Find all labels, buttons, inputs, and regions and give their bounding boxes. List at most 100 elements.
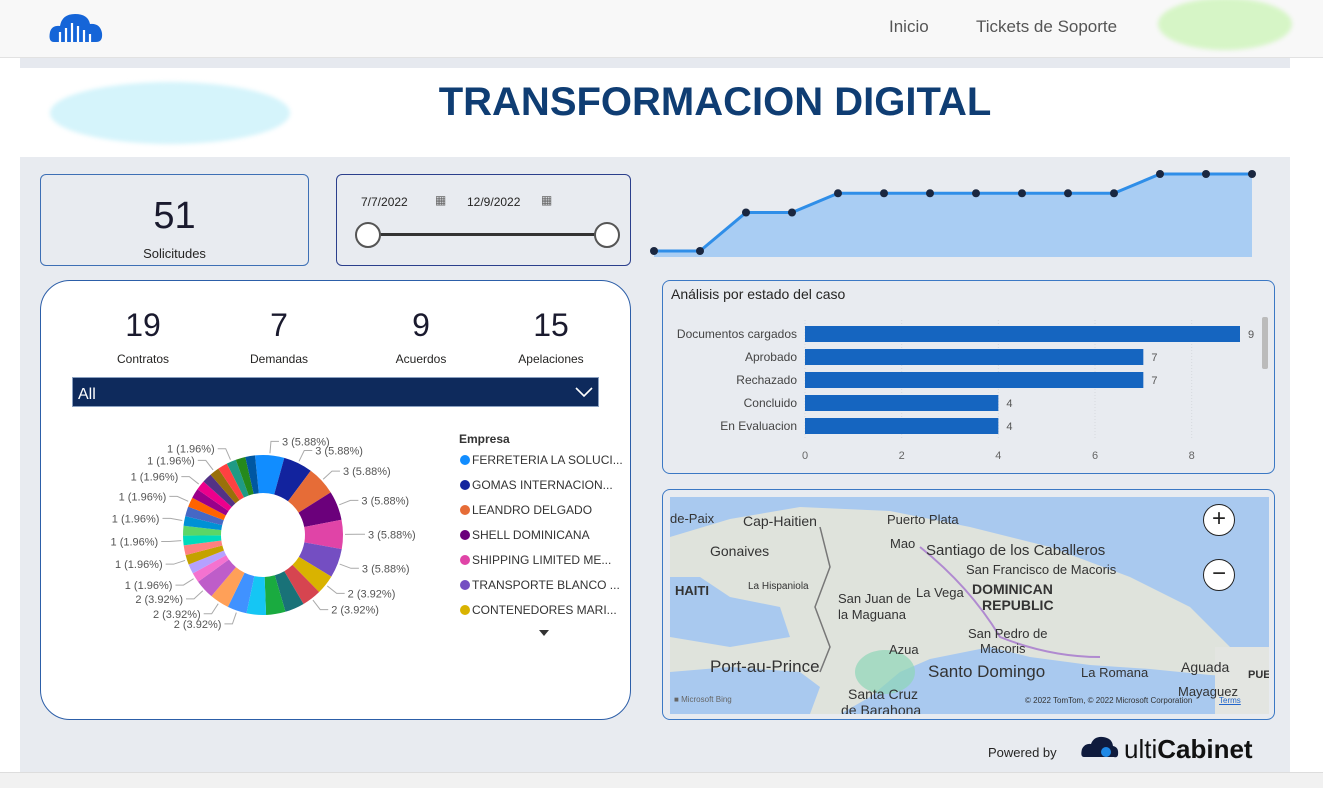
- chart-title: Análisis por estado del caso: [671, 286, 846, 302]
- map-label: Macoris: [980, 641, 1026, 656]
- leader-line: [181, 477, 198, 484]
- x-tick-label: 0: [802, 450, 808, 462]
- map-label: PUE: [1248, 669, 1269, 681]
- legend-marker: [460, 480, 470, 490]
- map-terms[interactable]: Terms: [1219, 696, 1241, 705]
- brand-logo: [1080, 733, 1120, 761]
- map-attribution: © 2022 TomTom, © 2022 Microsoft Corporat…: [1025, 696, 1192, 705]
- data-point: [880, 189, 888, 197]
- data-point: [1018, 189, 1026, 197]
- calendar-icon[interactable]: ▦: [435, 193, 446, 207]
- zoom-out[interactable]: −: [1203, 559, 1235, 591]
- legend-label: LEANDRO DELGADO: [472, 503, 592, 517]
- leader-line: [204, 604, 219, 614]
- data-label: 1 (1.96%): [112, 513, 160, 525]
- date-slicer: 7/7/2022 ▦ 12/9/2022 ▦: [336, 174, 631, 266]
- leader-line: [166, 560, 185, 564]
- legend-marker: [460, 505, 470, 515]
- map[interactable]: de-Paix Cap-Haitien Puerto Plata Gonaive…: [670, 497, 1269, 714]
- data-point: [742, 209, 750, 217]
- data-point: [1202, 170, 1210, 178]
- leader-line: [340, 564, 359, 568]
- leader-line: [327, 586, 344, 593]
- map-label: HAITI: [675, 583, 709, 598]
- zoom-in[interactable]: +: [1203, 504, 1235, 536]
- data-label: 9: [1248, 329, 1254, 341]
- page-title: TRANSFORMACION DIGITAL: [330, 80, 1100, 125]
- slider-handle[interactable]: [594, 222, 620, 248]
- data-label: 1 (1.96%): [131, 472, 179, 484]
- kpi-label: Solicitudes: [41, 246, 308, 261]
- data-label: 3 (5.88%): [368, 529, 416, 541]
- legend-label: TRANSPORTE BLANCO ...: [472, 578, 620, 592]
- legend-marker: [460, 555, 470, 565]
- legend-label: FERRETERIA LA SOLUCI...: [472, 453, 623, 467]
- count-value: 15: [491, 307, 611, 344]
- user-avatar[interactable]: [1158, 0, 1292, 50]
- leader-line: [224, 613, 236, 624]
- map-provider: ■ Microsoft Bing: [674, 695, 732, 704]
- logo: [48, 8, 106, 46]
- legend-title: Empresa: [459, 432, 510, 446]
- legend-label: SHELL DOMINICANA: [472, 528, 590, 542]
- x-tick-label: 6: [1092, 450, 1098, 462]
- map-label: Cap-Haitien: [743, 513, 817, 529]
- filter-dropdown[interactable]: All: [72, 377, 599, 407]
- logo-placeholder: [50, 82, 290, 144]
- legend-label: SHIPPING LIMITED ME...: [472, 553, 611, 567]
- map-label: San Juan de: [838, 591, 911, 606]
- leader-line: [313, 600, 328, 610]
- map-label: REPUBLIC: [982, 597, 1054, 613]
- x-tick-label: 4: [995, 450, 1001, 462]
- count-label: Apelaciones: [491, 352, 611, 366]
- powered-by: Powered by: [988, 745, 1057, 760]
- map-label: Santiago de los Caballeros: [926, 542, 1105, 559]
- nav-link[interactable]: Tickets de Soporte: [976, 17, 1117, 37]
- end-date[interactable]: 12/9/2022: [467, 195, 520, 209]
- map-label: Mao: [890, 536, 915, 551]
- legend-marker: [460, 530, 470, 540]
- data-label: 1 (1.96%): [119, 491, 167, 503]
- kpi-card: 51 Solicitudes: [40, 174, 309, 266]
- dropdown-value: All: [78, 386, 96, 404]
- data-label: 1 (1.96%): [167, 444, 215, 456]
- leader-line: [323, 471, 340, 479]
- x-tick-label: 2: [899, 450, 905, 462]
- donut-chart: 3 (5.88%)3 (5.88%)3 (5.88%)3 (5.88%)3 (5…: [40, 410, 631, 660]
- leader-line: [198, 460, 213, 470]
- brand-part: ulti: [1124, 734, 1157, 764]
- slider-handle[interactable]: [355, 222, 381, 248]
- data-label: 3 (5.88%): [343, 466, 391, 478]
- legend-more: [539, 630, 549, 636]
- nav-link[interactable]: Inicio: [889, 17, 929, 37]
- calendar-icon[interactable]: ▦: [541, 193, 552, 207]
- map-label: San Pedro de: [968, 626, 1048, 641]
- count-value: 19: [83, 307, 203, 344]
- data-point: [1064, 189, 1072, 197]
- data-label: 2 (3.92%): [331, 605, 379, 617]
- map-label: Azua: [889, 642, 919, 657]
- map-label: Aguada: [1181, 659, 1229, 675]
- bottom-bar: [0, 772, 1323, 788]
- data-point: [834, 189, 842, 197]
- map-label: Gonaives: [710, 543, 769, 559]
- start-date[interactable]: 7/7/2022: [361, 195, 408, 209]
- leader-line: [175, 579, 193, 585]
- map-label: San Francisco de Macoris: [966, 562, 1116, 577]
- data-label: 7: [1151, 375, 1157, 387]
- data-label: 3 (5.88%): [362, 563, 410, 575]
- map-label: Santa Cruz: [848, 686, 918, 702]
- leader-line: [339, 500, 358, 504]
- scrollbar: [1262, 317, 1268, 369]
- leader-line: [161, 541, 181, 542]
- data-point: [1110, 189, 1118, 197]
- y-tick-label: Rechazado: [736, 373, 797, 387]
- leader-line: [169, 496, 188, 501]
- y-tick-label: En Evaluacion: [720, 419, 797, 433]
- map-label: Port-au-Prince: [710, 657, 820, 677]
- data-label: 1 (1.96%): [125, 580, 173, 592]
- legend-marker: [460, 605, 470, 615]
- leader-line: [186, 591, 203, 599]
